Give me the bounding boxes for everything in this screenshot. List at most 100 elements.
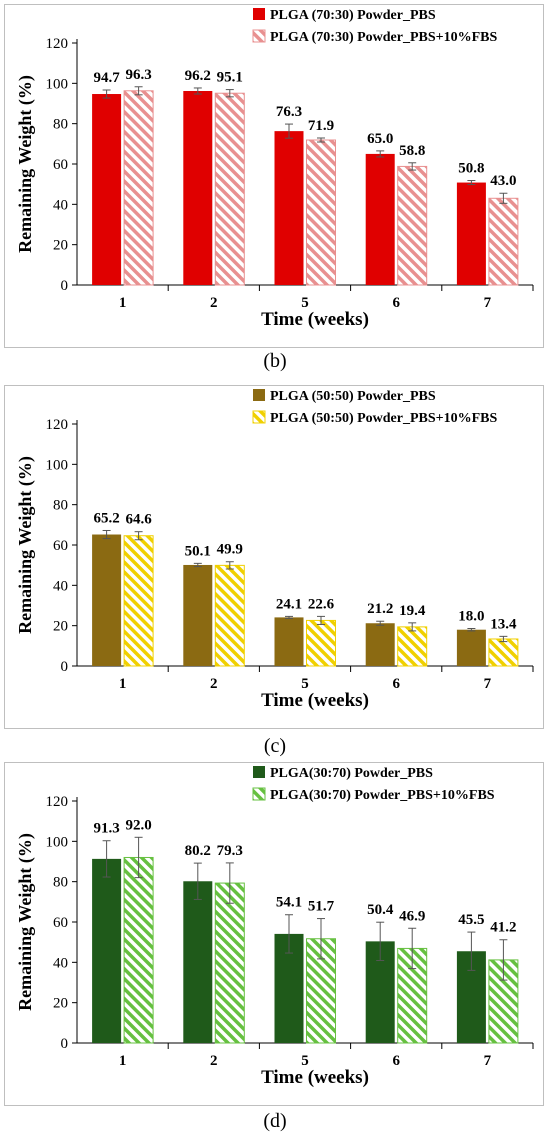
chart-svg-c: 0 20 40 60 80 100 120 Remaining Weight (%) 1 65.2… [15,389,534,711]
bar-series-2 [123,535,154,667]
legend-label-1: PLGA (70:30) Powder_PBS [270,8,436,23]
bar-series-1 [183,881,213,1043]
legend-label-2: PLGA (50:50) Powder_PBS+10%FBS [270,411,498,426]
data-label: 54.1 [276,895,302,911]
panel-label-c: (c) [263,735,287,757]
bar-series-1 [183,564,213,666]
data-label: 13.4 [490,616,517,632]
data-label: 50.4 [367,902,394,918]
x-tick-label: 2 [210,676,218,692]
data-label: 80.2 [185,843,211,859]
y-tick-label: 0 [61,278,69,294]
legend-label-1: PLGA (50:50) Powder_PBS [270,389,436,404]
data-label: 46.9 [399,908,425,924]
x-tick-label: 5 [301,676,309,692]
data-label: 24.1 [276,596,302,612]
data-label: 95.1 [217,70,243,86]
y-axis-title: Remaining Weight (%) [15,75,36,253]
data-label: 91.3 [93,821,119,837]
y-tick-label: 0 [61,1036,69,1052]
data-label: 96.3 [125,67,151,83]
y-tick-label: 80 [53,117,68,133]
data-label: 22.6 [308,596,335,612]
legend-swatch-1 [253,389,265,401]
y-tick-label: 60 [53,538,68,554]
y-tick-label: 20 [53,996,68,1012]
x-tick-label: 7 [484,1053,492,1069]
x-axis-title: Time (weeks) [261,1067,369,1088]
y-tick-label: 60 [53,915,68,931]
data-label: 50.8 [458,161,484,177]
y-tick-label: 120 [46,794,69,810]
y-axis-title: Remaining Weight (%) [15,456,36,634]
chart-panel-d: 0 20 40 60 80 100 120 Remaining Weight (%) 1 91.3… [4,762,544,1106]
bar-series-2 [397,626,428,667]
legend-label-2: PLGA(30:70) Powder_PBS+10%FBS [270,788,495,803]
data-label: 19.4 [399,603,426,619]
x-tick-label: 6 [392,1053,400,1069]
y-tick-label: 40 [53,955,68,971]
bar-series-2 [214,92,245,286]
bar-series-1 [92,858,122,1043]
x-tick-label: 1 [119,1053,127,1069]
data-label: 51.7 [308,899,335,915]
x-tick-label: 7 [484,676,492,692]
x-tick-label: 2 [210,295,218,311]
panel-label-b: (b) [263,350,287,372]
y-tick-label: 80 [53,875,68,891]
bar-series-2 [306,619,336,667]
bar-series-2 [488,638,519,667]
y-tick-label: 40 [53,197,68,213]
y-tick-label: 100 [46,76,69,92]
y-tick-label: 120 [46,36,69,52]
data-label: 21.2 [367,601,393,617]
legend-label-1: PLGA(30:70) Powder_PBS [270,766,433,781]
x-axis-title: Time (weeks) [261,309,369,330]
data-label: 71.9 [308,118,334,134]
x-tick-label: 6 [392,676,400,692]
data-label: 58.8 [399,143,425,159]
chart-svg-b: 0 20 40 60 80 100 120 Remaining Weight (%) 1 94.7… [15,8,534,330]
y-tick-label: 80 [53,498,68,514]
data-label: 96.2 [185,68,211,84]
bar-series-1 [365,623,395,666]
data-label: 18.0 [458,608,484,624]
bar-series-2 [397,165,428,286]
data-label: 94.7 [93,70,120,86]
x-tick-label: 6 [392,295,400,311]
bar-series-1 [456,629,486,666]
bar-series-1 [365,153,395,285]
bar-series-2 [214,882,245,1044]
y-tick-label: 0 [61,659,69,675]
bar-series-1 [274,131,304,285]
y-tick-label: 60 [53,157,68,173]
bar-series-2 [306,139,336,286]
y-tick-label: 100 [46,457,69,473]
data-label: 65.2 [93,510,119,526]
legend-swatch-2 [252,29,266,43]
bar-series-1 [92,94,122,285]
bar-series-1 [456,182,486,285]
data-label: 43.0 [490,173,516,189]
y-tick-label: 20 [53,238,68,254]
y-tick-label: 40 [53,578,68,594]
x-tick-label: 5 [301,1053,309,1069]
data-label: 49.9 [217,542,243,558]
legend-swatch-1 [253,8,265,20]
x-tick-label: 2 [210,1053,218,1069]
panel-label-d: (d) [263,1110,287,1132]
y-tick-label: 100 [46,834,69,850]
bar-series-2 [123,856,154,1044]
data-label: 41.2 [490,920,516,936]
chart-panel-b: 0 20 40 60 80 100 120 Remaining Weight (%) 1 94.7… [4,4,544,348]
data-label: 76.3 [276,104,302,120]
chart-svg-d: 0 20 40 60 80 100 120 Remaining Weight (%) 1 91.3… [15,766,534,1088]
bar-series-2 [123,90,154,286]
bar-series-2 [214,564,245,667]
bar-series-1 [183,90,213,285]
y-tick-label: 120 [46,417,69,433]
legend-swatch-2 [252,410,266,424]
data-label: 64.6 [125,512,152,528]
legend-label-2: PLGA (70:30) Powder_PBS+10%FBS [270,30,498,45]
y-axis-title: Remaining Weight (%) [15,833,36,1011]
